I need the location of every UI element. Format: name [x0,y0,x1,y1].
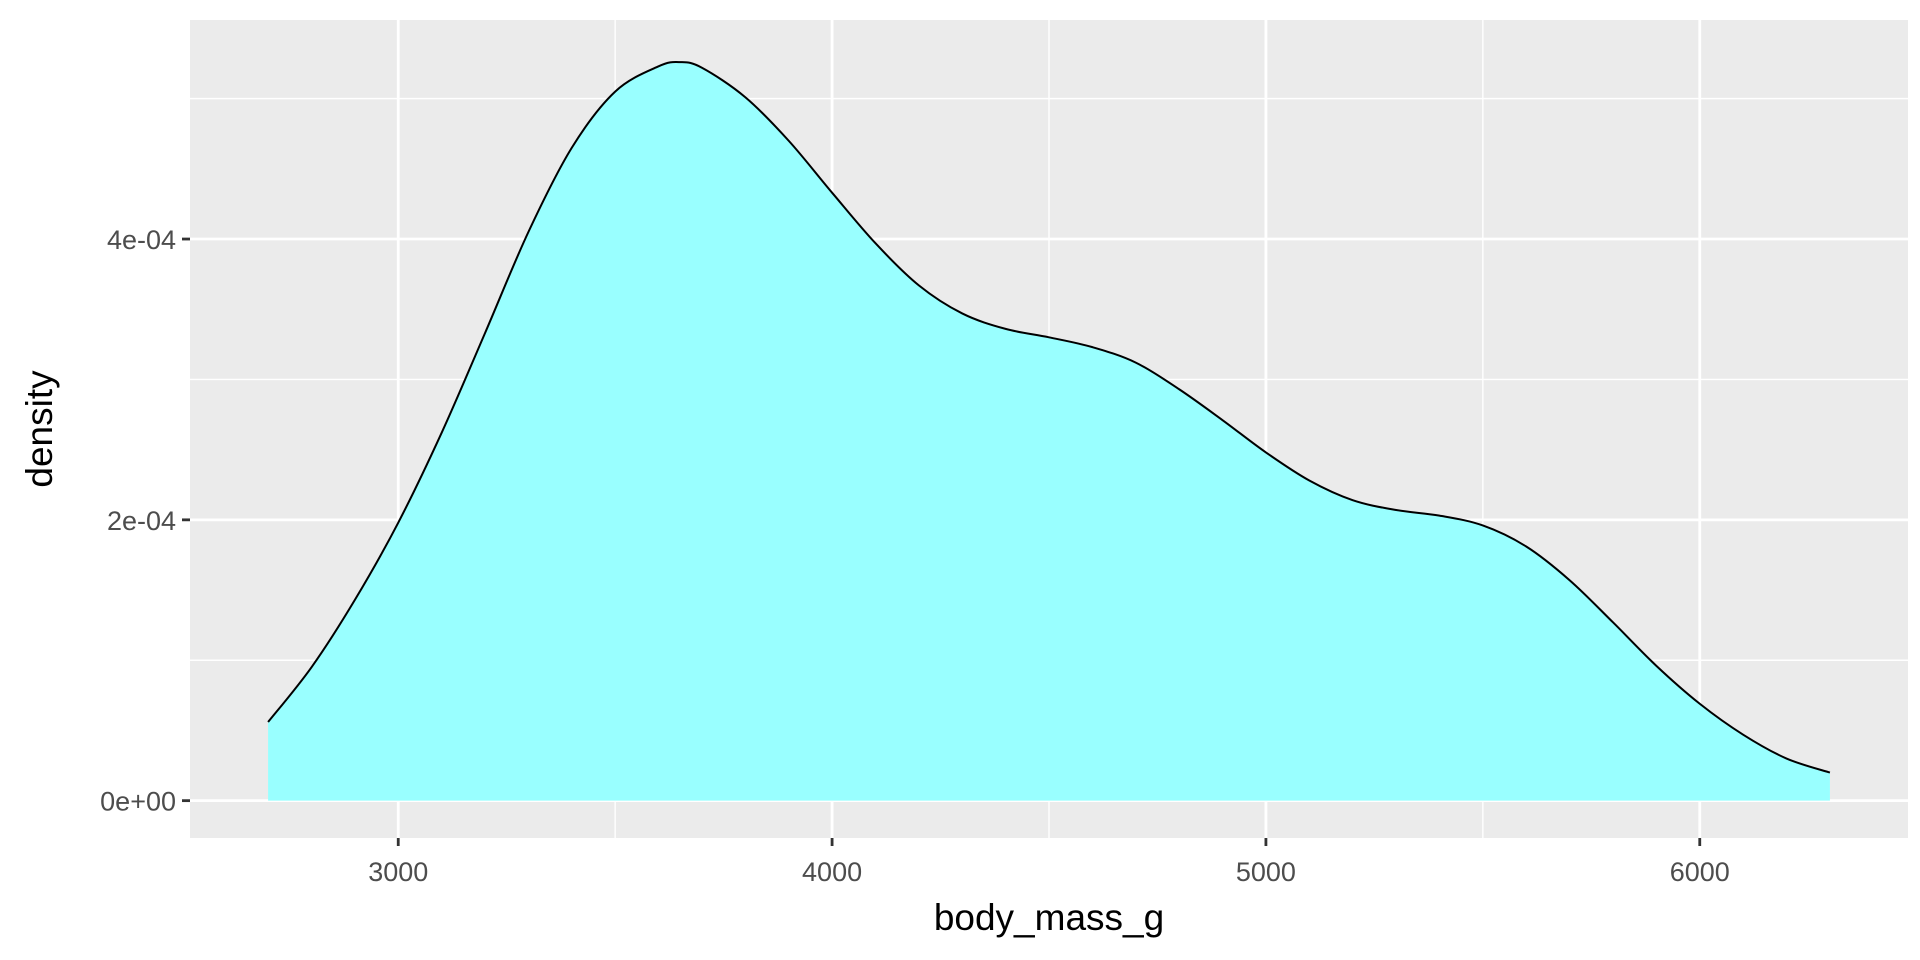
x-axis-title: body_mass_g [934,897,1164,938]
y-tick-label: 2e-04 [107,506,176,536]
y-tick-label: 0e+00 [100,787,176,817]
density-curve [267,60,1831,774]
x-tick-label: 3000 [368,857,428,887]
x-tick-label: 5000 [1236,857,1296,887]
x-tick-label: 4000 [802,857,862,887]
density-area [268,61,1830,801]
y-tick-label: 4e-04 [107,225,176,255]
y-axis: 0e+00 2e-04 4e-04 [100,225,190,817]
y-axis-title: density [19,370,60,488]
x-axis: 3000 4000 5000 6000 [368,838,1730,887]
x-tick-label: 6000 [1670,857,1730,887]
